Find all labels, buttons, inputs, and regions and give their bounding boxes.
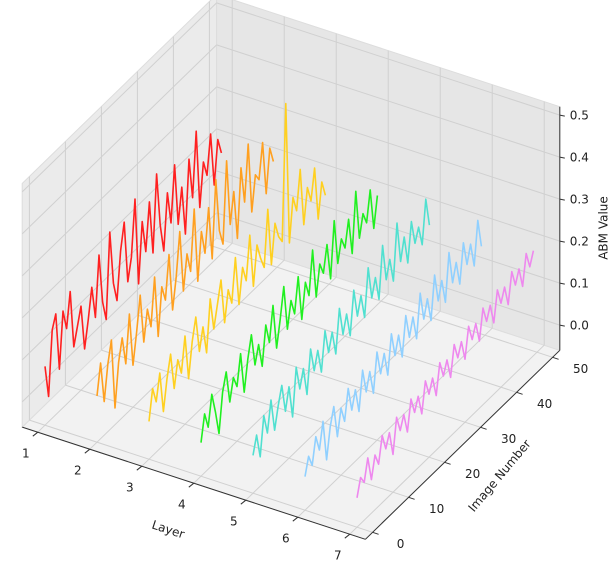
series-line: [252, 198, 431, 458]
tick-mark: [559, 198, 565, 201]
y-tick-label: 50: [573, 362, 588, 376]
grid-line: [21, 128, 217, 319]
x-tick-label: 1: [22, 447, 30, 461]
axis-line: [365, 349, 561, 540]
z-tick-label: 0.1: [570, 277, 589, 291]
grid-line: [21, 86, 217, 277]
x-tick-label: 6: [282, 532, 290, 546]
grid-line: [349, 344, 545, 535]
tick-mark: [559, 324, 565, 327]
grid-line: [29, 419, 373, 533]
grid-line: [21, 2, 217, 193]
axes-panes: [21, 0, 561, 540]
series-line: [200, 189, 379, 443]
tick-mark: [444, 461, 451, 465]
grid-line: [216, 170, 560, 284]
tick-mark: [408, 496, 415, 500]
z-tick-label: 0.2: [570, 235, 589, 249]
y-tick-label: 40: [537, 397, 552, 411]
z-tick-label: 0.0: [570, 319, 589, 333]
x-tick-label: 2: [74, 464, 82, 478]
axis-line: [22, 426, 366, 540]
grid-line: [193, 293, 389, 484]
tick-mark: [372, 531, 379, 535]
x-tick-label: 5: [230, 515, 238, 529]
z-tick-label: 0.3: [570, 193, 589, 207]
tick-mark: [559, 282, 565, 285]
grid-line: [216, 44, 560, 158]
series-line: [304, 219, 483, 477]
tick-mark: [292, 516, 299, 522]
tick-mark: [240, 499, 247, 505]
tick-mark: [552, 356, 559, 360]
z-tick-label: 0.5: [570, 109, 589, 123]
y-tick-label: 0: [397, 537, 405, 551]
grid-line: [216, 2, 560, 116]
grid-line: [209, 244, 553, 358]
y-tick-label: 20: [465, 467, 480, 481]
tick-mark: [480, 426, 487, 430]
tick-mark: [136, 465, 143, 471]
series-line: [96, 141, 275, 409]
y-tick-label: 30: [501, 432, 516, 446]
x-tick-label: 3: [126, 481, 134, 495]
grid-line: [216, 128, 560, 242]
grid-line: [297, 327, 493, 518]
series-line: [44, 130, 223, 398]
x-tick-label: 7: [334, 549, 342, 563]
grid-line: [21, 44, 217, 235]
grid-line: [21, 212, 217, 403]
z-axis-label: ABM Value: [597, 196, 611, 260]
tick-mark: [559, 240, 565, 243]
grid-line: [65, 384, 409, 498]
tick-mark: [32, 431, 39, 437]
series-line: [356, 250, 535, 498]
x-tick-label: 4: [178, 498, 186, 512]
left-pane: [21, 0, 218, 429]
y-tick-label: 10: [429, 502, 444, 516]
tick-mark: [188, 482, 195, 488]
tick-mark: [559, 114, 565, 117]
tick-mark: [344, 533, 351, 539]
z-tick-label: 0.4: [570, 151, 589, 165]
series-line: [148, 102, 327, 422]
grid-line: [245, 310, 441, 501]
tick-mark: [84, 448, 91, 454]
grid-line: [37, 242, 233, 433]
grid-line: [216, 86, 560, 200]
x-axis-label: Layer: [150, 518, 186, 542]
tick-mark: [559, 156, 565, 159]
tick-mark: [516, 391, 523, 395]
